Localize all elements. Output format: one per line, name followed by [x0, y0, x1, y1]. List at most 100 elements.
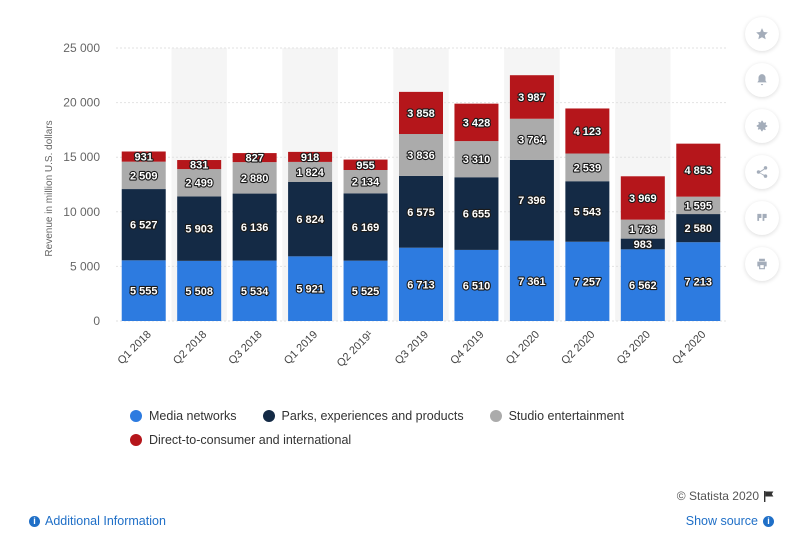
- value-label: 918: [301, 152, 319, 164]
- copyright[interactable]: © Statista 2020: [677, 489, 774, 503]
- legend-item-parks[interactable]: Parks, experiences and products: [262, 409, 464, 423]
- bar-segment[interactable]: [232, 162, 277, 194]
- legend-label: Media networks: [149, 409, 237, 423]
- bar-segment[interactable]: [509, 75, 554, 119]
- value-label: 5 555: [130, 286, 158, 298]
- bar-segment[interactable]: [288, 256, 333, 321]
- value-label: 6 169: [352, 222, 380, 234]
- bar-segment[interactable]: [676, 143, 721, 197]
- bar-segment[interactable]: [232, 153, 277, 163]
- bar-segment[interactable]: [232, 260, 277, 321]
- value-label: 831: [190, 160, 208, 172]
- bar-segment[interactable]: [399, 247, 443, 321]
- share-button[interactable]: [745, 155, 779, 189]
- legend-marker: [130, 434, 142, 446]
- bar-segment[interactable]: [620, 219, 665, 239]
- value-label: 3 310: [463, 154, 491, 166]
- value-label: 3 858: [407, 108, 435, 120]
- bar-segment[interactable]: [509, 159, 554, 241]
- legend-item-dtci[interactable]: Direct-to-consumer and international: [130, 433, 351, 447]
- bar-segment[interactable]: [177, 169, 222, 197]
- value-label: 7 257: [574, 276, 602, 288]
- show-source-label: Show source: [685, 514, 758, 528]
- bar-segment[interactable]: [676, 242, 721, 321]
- bell-icon: [757, 74, 767, 86]
- bar-segment[interactable]: [620, 176, 665, 220]
- bar-segment[interactable]: [343, 260, 388, 321]
- bar-segment[interactable]: [232, 193, 277, 261]
- value-label: 7 361: [518, 276, 546, 288]
- bar-segment[interactable]: [177, 260, 222, 321]
- legend-item-media-networks[interactable]: Media networks: [130, 409, 237, 423]
- value-label: 3 428: [463, 117, 491, 129]
- bar-segment[interactable]: [565, 108, 610, 154]
- x-tick-label: Q2 2019¹: [335, 328, 376, 369]
- bar-segment[interactable]: [177, 196, 222, 261]
- bar-segment[interactable]: [454, 103, 499, 142]
- bar-segment[interactable]: [343, 159, 388, 170]
- bar-segment[interactable]: [454, 177, 499, 250]
- print-icon: [757, 258, 767, 270]
- legend-label: Studio entertainment: [508, 409, 624, 423]
- bar-segment[interactable]: [177, 160, 222, 170]
- legend-label: Direct-to-consumer and international: [149, 433, 352, 447]
- bar-segment[interactable]: [121, 161, 166, 190]
- value-label: 1 738: [629, 224, 657, 236]
- value-label: 3 969: [629, 193, 657, 205]
- additional-information-link[interactable]: i Additional Information: [29, 514, 166, 528]
- value-label: 2 499: [185, 178, 213, 190]
- bar-segment[interactable]: [565, 153, 610, 182]
- bar-segment[interactable]: [565, 181, 610, 242]
- bars: [121, 75, 721, 321]
- x-tick-label: Q2 2020: [559, 329, 597, 367]
- value-label: 6 136: [241, 222, 269, 234]
- bar-segment[interactable]: [509, 118, 554, 160]
- y-tick-label: 15 000: [63, 150, 100, 164]
- bar-segment[interactable]: [620, 238, 665, 250]
- bar-segment[interactable]: [288, 161, 333, 182]
- show-source-link[interactable]: Show source i: [686, 514, 774, 528]
- value-label: 1 824: [296, 167, 324, 179]
- value-label: 6 562: [629, 280, 657, 292]
- bar-segment[interactable]: [676, 196, 721, 215]
- bar-segment[interactable]: [509, 240, 554, 321]
- bar-segment[interactable]: [565, 241, 610, 321]
- bar-segment[interactable]: [121, 189, 166, 261]
- bar-segment[interactable]: [399, 175, 443, 248]
- bar-segment[interactable]: [343, 193, 388, 261]
- notification-button[interactable]: [745, 63, 779, 97]
- bar-segment[interactable]: [399, 91, 443, 135]
- y-axis-ticks: 0 5 000 10 000 15 000 20 000 25 000: [63, 41, 100, 328]
- bar-segment[interactable]: [288, 151, 333, 162]
- bar-segment[interactable]: [454, 249, 499, 321]
- x-tick-label: Q4 2020: [670, 329, 708, 367]
- x-tick-label: Q3 2018: [226, 329, 264, 367]
- favorite-button[interactable]: [745, 17, 779, 51]
- y-tick-label: 5 000: [70, 259, 100, 273]
- settings-button[interactable]: [745, 109, 779, 143]
- bar-segment[interactable]: [343, 169, 388, 194]
- star-icon: [756, 28, 768, 40]
- print-button[interactable]: [745, 247, 779, 281]
- bar-segment[interactable]: [121, 151, 166, 162]
- side-toolbar: [745, 17, 781, 293]
- bar-segment[interactable]: [620, 249, 665, 321]
- cite-button[interactable]: [745, 201, 779, 235]
- y-tick-label: 20 000: [63, 96, 100, 110]
- x-tick-label: Q3 2020: [615, 329, 653, 367]
- value-label: 2 509: [130, 170, 158, 182]
- bar-segment[interactable]: [454, 141, 499, 178]
- bar-segment[interactable]: [399, 134, 443, 176]
- additional-information-label: Additional Information: [45, 514, 166, 528]
- value-label: 4 123: [574, 126, 602, 138]
- legend: Media networks Parks, experiences and pr…: [130, 404, 690, 452]
- value-label: 4 853: [685, 165, 713, 177]
- legend-item-studio[interactable]: Studio entertainment: [489, 409, 624, 423]
- bar-segment[interactable]: [121, 260, 166, 321]
- bar-segment[interactable]: [676, 214, 721, 243]
- value-label: 7 213: [685, 277, 713, 289]
- bar-segment[interactable]: [288, 181, 333, 257]
- flag-icon: [764, 490, 774, 502]
- value-label: 5 525: [352, 286, 380, 298]
